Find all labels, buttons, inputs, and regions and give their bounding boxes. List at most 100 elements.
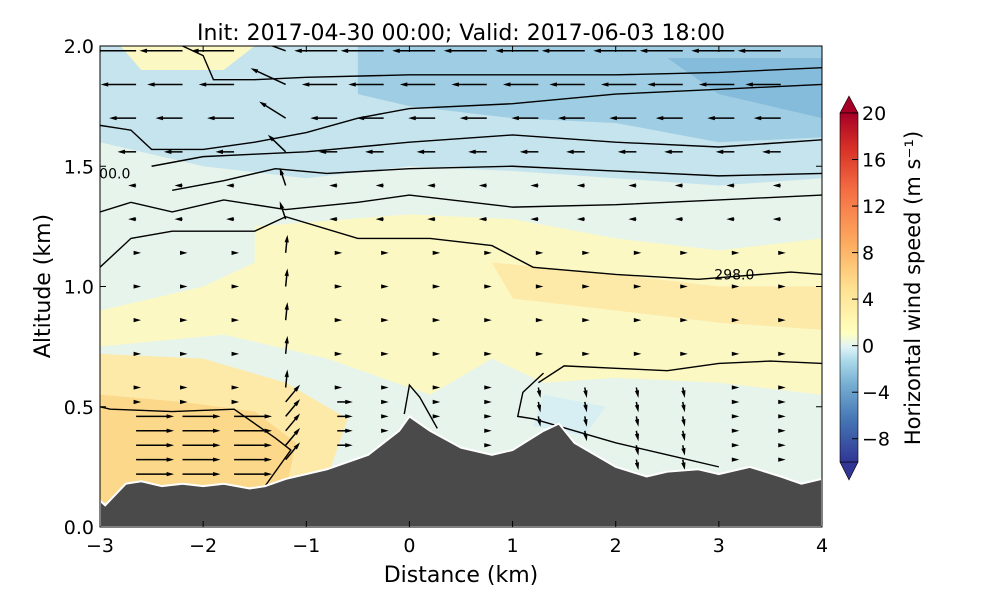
wind-vector-head bbox=[166, 471, 175, 477]
wind-vector-head bbox=[557, 116, 566, 121]
wind-vector-head bbox=[731, 457, 740, 462]
wind-vector-head bbox=[166, 428, 175, 433]
wind-vector bbox=[252, 68, 286, 86]
wind-vector-head bbox=[100, 82, 109, 87]
wind-vector-head bbox=[633, 284, 642, 289]
wind-vector-head bbox=[778, 318, 786, 323]
wind-vector-head bbox=[264, 457, 273, 462]
wind-vector-head bbox=[582, 250, 590, 255]
fill-region-strong-positive bbox=[100, 394, 296, 503]
wind-vector-head bbox=[432, 414, 441, 419]
wind-vector-head bbox=[318, 149, 327, 154]
wind-vector-head bbox=[535, 250, 544, 255]
theta-contour-line bbox=[403, 383, 438, 429]
wind-vector-head bbox=[691, 48, 699, 53]
wind-vector-head bbox=[495, 48, 503, 53]
theta-contour-line bbox=[100, 406, 292, 487]
x-tick-label: −1 bbox=[292, 535, 320, 557]
wind-vector-head bbox=[166, 457, 175, 462]
wind-vector-head bbox=[511, 116, 519, 121]
wind-vector-head bbox=[231, 250, 240, 255]
wind-vector-head bbox=[365, 149, 373, 154]
wind-vector-head bbox=[179, 351, 188, 356]
wind-vector-head bbox=[778, 443, 786, 448]
wind-vector-head bbox=[432, 399, 441, 405]
wind-vector-head bbox=[198, 82, 207, 87]
wind-vector-head bbox=[707, 116, 715, 121]
theta-contour-line bbox=[100, 83, 822, 151]
wind-vector-head bbox=[772, 217, 781, 222]
wind-vector-head bbox=[212, 414, 221, 419]
wind-vector-head bbox=[731, 284, 740, 289]
wind-vector-head bbox=[155, 116, 164, 121]
wind-vector-head bbox=[731, 250, 740, 255]
wind-vector-head bbox=[215, 149, 224, 154]
colorbar-gradient bbox=[839, 112, 859, 463]
wind-vector-head bbox=[582, 318, 590, 323]
wind-vector-head bbox=[381, 385, 389, 390]
wind-vector-head bbox=[530, 217, 538, 222]
wind-vector-head bbox=[681, 462, 686, 471]
wind-vector bbox=[270, 46, 286, 52]
wind-vector-head bbox=[576, 217, 585, 222]
wind-vector-head bbox=[212, 457, 221, 462]
wind-vector-head bbox=[680, 351, 688, 356]
wind-vector-head bbox=[381, 428, 389, 433]
wind-vector-head bbox=[536, 390, 542, 398]
wind-vector-head bbox=[231, 351, 240, 356]
wind-vector-head bbox=[541, 48, 550, 53]
wind-vector-head bbox=[459, 116, 468, 121]
wind-vector-head bbox=[284, 369, 289, 378]
wind-vector-head bbox=[674, 217, 683, 222]
wind-vector-head bbox=[179, 318, 188, 323]
wind-vector-head bbox=[416, 149, 425, 154]
wind-vector-head bbox=[451, 82, 459, 87]
wind-vector-head bbox=[633, 250, 642, 255]
wind-vector-head bbox=[443, 48, 452, 53]
wind-vector-head bbox=[100, 48, 101, 53]
colorbar-label: Horizontal wind speed (m s⁻¹) bbox=[901, 131, 925, 445]
wind-vector-head bbox=[166, 443, 175, 448]
wind-vector bbox=[261, 102, 287, 119]
wind-vector-head bbox=[731, 428, 740, 433]
wind-vector-head bbox=[593, 48, 601, 53]
wind-vector-head bbox=[778, 250, 786, 255]
wind-vector-head bbox=[284, 268, 289, 277]
x-axis-label: Distance (km) bbox=[384, 563, 539, 588]
wind-vector-head bbox=[345, 428, 353, 433]
wind-vector-head bbox=[293, 442, 301, 450]
wind-vector-head bbox=[484, 399, 492, 405]
x-tick-label: −2 bbox=[189, 535, 217, 557]
wind-vector-head bbox=[375, 217, 384, 222]
wind-vector-head bbox=[726, 217, 734, 222]
wind-vector-head bbox=[484, 250, 492, 255]
wind-vector-head bbox=[345, 414, 353, 419]
wind-vector-head bbox=[293, 399, 301, 407]
wind-vector-head bbox=[731, 385, 740, 390]
wind-vector-head bbox=[639, 48, 648, 53]
wind-vector-head bbox=[535, 284, 544, 289]
wind-vector-head bbox=[207, 116, 215, 121]
x-tick-label: 3 bbox=[713, 535, 725, 557]
wind-vector-head bbox=[212, 471, 221, 477]
wind-vector-head bbox=[191, 48, 199, 53]
theta-contour-line bbox=[537, 360, 822, 384]
wind-vector-head bbox=[468, 149, 476, 154]
wind-vector-head bbox=[731, 318, 740, 323]
wind-vector-head bbox=[549, 82, 557, 87]
wind-vector-head bbox=[345, 443, 353, 448]
wind-vector-head bbox=[264, 443, 273, 448]
wind-vector-head bbox=[502, 82, 511, 87]
fill-region-weak-positive bbox=[100, 214, 822, 395]
wind-vector-head bbox=[250, 68, 259, 74]
y-tick-label: 2.0 bbox=[64, 36, 94, 58]
wind-vector-head bbox=[427, 217, 435, 222]
y-tick-label: 1.5 bbox=[64, 156, 94, 178]
colorbar-extend-max bbox=[839, 95, 859, 114]
wind-vector-head bbox=[147, 82, 155, 87]
wind-vector-head bbox=[484, 351, 492, 356]
x-tick-label: 4 bbox=[816, 535, 828, 557]
wind-vector-head bbox=[231, 284, 240, 289]
wind-vector-head bbox=[340, 48, 349, 53]
contour-label: 300.0 bbox=[90, 166, 130, 182]
